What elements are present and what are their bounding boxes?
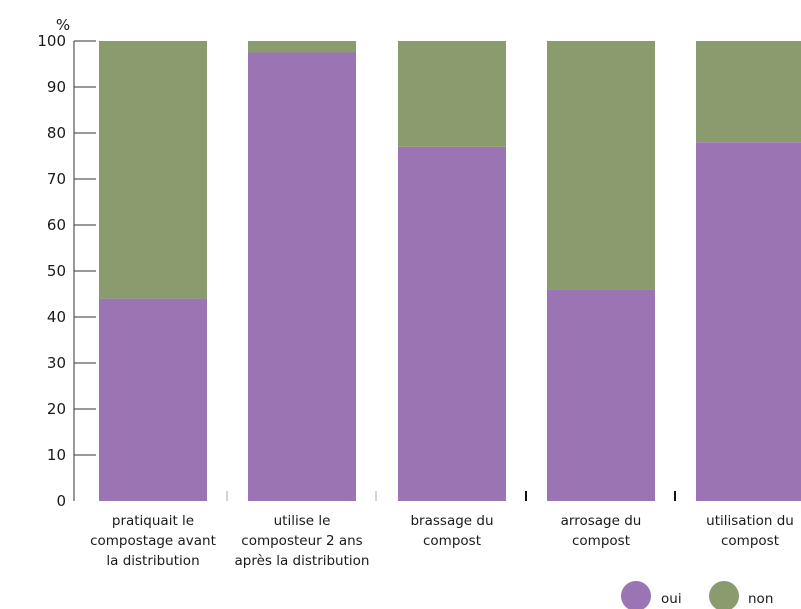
bar-non	[99, 41, 207, 299]
y-tick-label: 90	[47, 78, 66, 96]
y-tick-label: 50	[47, 262, 66, 280]
bar-non	[398, 41, 506, 147]
y-tick-label: 10	[47, 446, 66, 464]
bar-oui	[398, 146, 506, 502]
x-axis	[226, 491, 676, 501]
bar-oui	[547, 289, 655, 501]
legend-swatch-non	[709, 581, 739, 609]
bars	[99, 41, 801, 502]
y-tick-label: 70	[47, 170, 66, 188]
bar-oui	[696, 142, 801, 501]
bar-non	[696, 41, 801, 143]
y-axis-unit-label: %	[56, 16, 70, 34]
y-tick-label: 30	[47, 354, 66, 372]
y-tick-label: 0	[56, 492, 66, 510]
bar-oui	[99, 298, 207, 501]
x-category-label: utilise le composteur 2 ans après la distr…	[235, 513, 370, 569]
legend-label-oui: oui	[661, 591, 682, 607]
bar-non	[547, 41, 655, 290]
y-tick-label: 40	[47, 308, 66, 326]
x-category-label: utilisation du compost	[706, 513, 794, 549]
x-category-label: brassage du compost	[410, 513, 493, 549]
bar-non	[248, 41, 356, 53]
y-axis: 0 10 20 30 40 50 60 70 80 90 100	[37, 32, 96, 510]
x-category-label: arrosage du compost	[561, 513, 642, 549]
x-category-label: pratiquait le compostage avant la distribu…	[90, 513, 216, 569]
category-labels: pratiquait le compostage avant la distribu…	[90, 513, 794, 569]
legend-label-non: non	[748, 591, 773, 607]
legend: oui non	[621, 581, 773, 609]
y-tick-label: 60	[47, 216, 66, 234]
legend-swatch-oui	[621, 581, 651, 609]
y-tick-label: 100	[37, 32, 66, 50]
y-tick-label: 20	[47, 400, 66, 418]
bar-oui	[248, 52, 356, 501]
y-tick-label: 80	[47, 124, 66, 142]
